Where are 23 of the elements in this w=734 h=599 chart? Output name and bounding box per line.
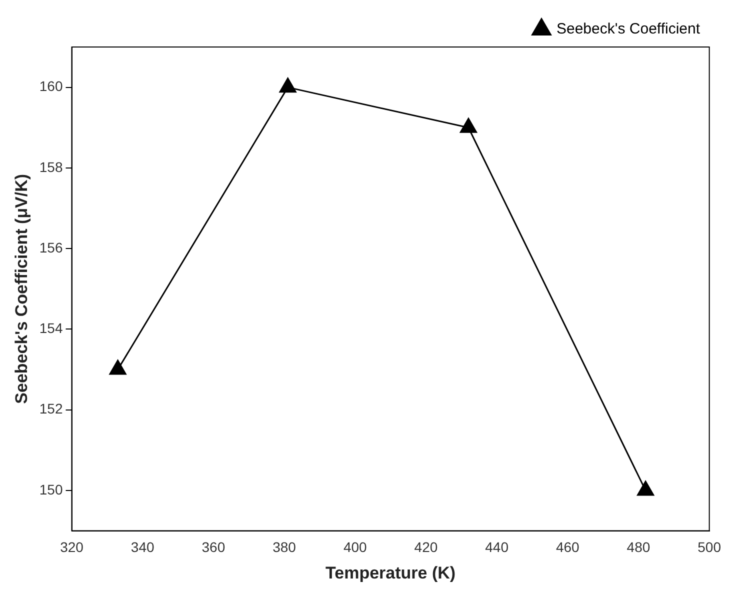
x-tick-label: 360	[202, 539, 226, 556]
y-tick-label: 154	[39, 320, 63, 336]
x-tick-label: 380	[272, 539, 296, 556]
y-axis-title: Seebeck's Coefficient (μV/K)	[12, 174, 31, 404]
x-tick-label: 480	[626, 539, 650, 556]
x-tick-label: 460	[556, 539, 580, 556]
y-tick-label: 160	[39, 78, 63, 94]
point	[637, 480, 654, 496]
legend-label: Seebeck's Coefficient	[556, 20, 701, 38]
x-tick-label: 400	[343, 539, 368, 556]
y-tick-label: 156	[39, 239, 63, 256]
x-tick-label: 500	[698, 539, 722, 556]
point	[109, 360, 126, 375]
y-tick-label: 158	[39, 158, 63, 175]
x-tick-label: 440	[485, 539, 509, 556]
point	[460, 118, 478, 133]
x-axis-title: Temperature (K)	[326, 563, 456, 582]
x-tick-label: 340	[130, 539, 154, 556]
x-tick-label: 420	[414, 539, 438, 556]
y-tick-label: 152	[39, 400, 63, 417]
y-tick-label: 150	[39, 481, 63, 498]
point	[279, 78, 296, 93]
x-tick-label: 320	[60, 539, 84, 556]
